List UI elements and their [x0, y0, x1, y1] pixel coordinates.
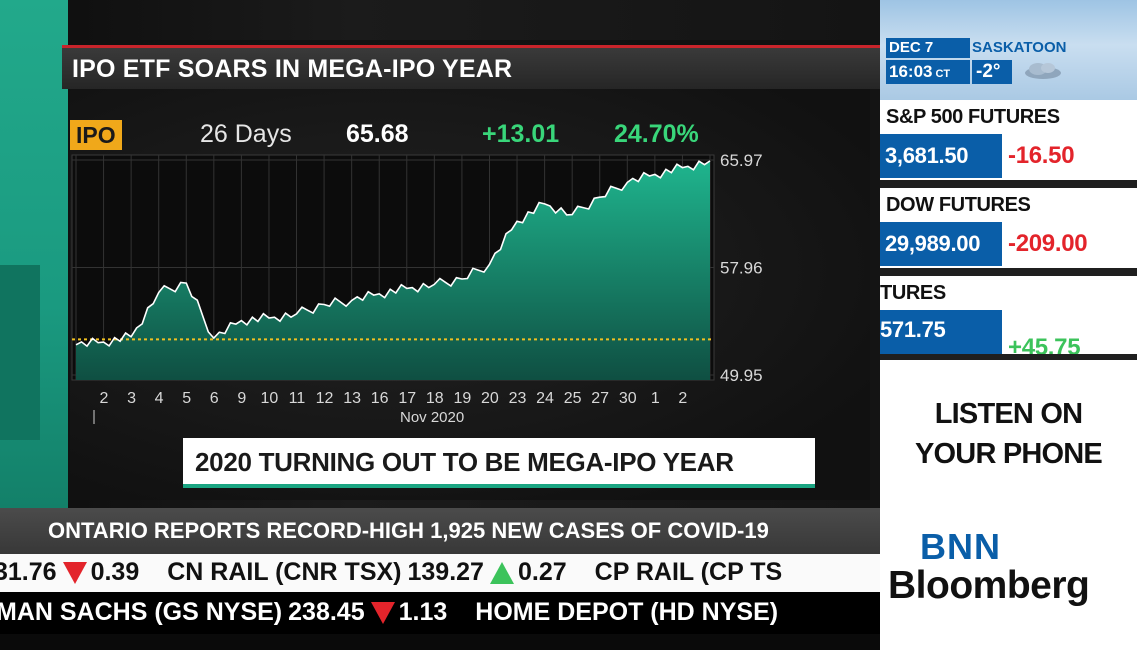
x-tick-label: 18: [426, 390, 444, 407]
chart-period: 26 Days: [200, 120, 292, 148]
x-axis-month-label: Nov 2020: [400, 409, 464, 426]
stock-ticker-lower-row: MAN SACHS (GS NYSE) 238.45 1.13 HOME DEPOT …: [0, 598, 806, 627]
y-tick-label: 65.97: [720, 151, 763, 170]
x-tick-label: 3: [127, 390, 136, 407]
ticker-change: 0.27: [517, 558, 567, 586]
y-axis-labels: 65.97 57.96 49.95: [720, 151, 763, 385]
market-separator: [880, 180, 1137, 188]
x-tick-label: 5: [182, 390, 191, 407]
market-change: -209.00: [1008, 230, 1088, 257]
x-tick-label: 16: [371, 390, 389, 407]
x-tick-label: 4: [155, 390, 164, 407]
percent-change: 24.70%: [614, 120, 699, 148]
x-tick-label: 30: [619, 390, 637, 407]
news-crawl-text: ONTARIO REPORTS RECORD-HIGH 1,925 NEW CA…: [48, 518, 769, 543]
market-dow-futures: DOW FUTURES 29,989.00 -209.00: [880, 188, 1137, 276]
x-tick-label: 12: [316, 390, 334, 407]
headline-title: IPO ETF SOARS IN MEGA-IPO YEAR: [72, 55, 513, 83]
lower-third: 2020 TURNING OUT TO BE MEGA-IPO YEAR: [183, 438, 815, 488]
x-tick-label: 6: [210, 390, 219, 407]
ticker-price: 31.76: [0, 558, 57, 586]
x-tick-label: 10: [260, 390, 278, 407]
chart-header: IPO 26 Days 65.68 +13.01 24.70%: [70, 118, 730, 152]
last-price: 65.68: [346, 120, 409, 148]
weather-box: DEC 7 16:03 CT SASKATOON -2°: [884, 36, 1134, 84]
ticker-item: 31.76 0.39: [0, 558, 139, 587]
weather-city: SASKATOON: [972, 39, 1067, 56]
market-sp500-futures: S&P 500 FUTURES 3,681.50 -16.50: [880, 100, 1137, 188]
y-tick-label: 57.96: [720, 259, 763, 278]
ticker-item: HOME DEPOT (HD NYSE): [475, 598, 778, 627]
y-tick-label: 49.95: [720, 366, 763, 385]
ticker-symbol: HOME DEPOT (HD NYSE): [475, 598, 779, 626]
ticker-change: 1.13: [398, 598, 448, 626]
sidebar: DEC 7 16:03 CT SASKATOON -2° S&P 500 FUTU…: [880, 0, 1137, 650]
market-title: S&P 500 FUTURES: [886, 106, 1060, 128]
arrow-up-icon: [489, 561, 514, 584]
weather-time-value: 16:03: [889, 62, 933, 81]
ticker-item: CN RAIL (CNR TSX) 139.27 0.27: [167, 558, 566, 587]
weather-panel: DEC 7 16:03 CT SASKATOON -2°: [880, 0, 1137, 100]
price-line: [75, 160, 711, 348]
x-tick-label: 27: [591, 390, 609, 407]
ticker-badge: IPO: [70, 120, 122, 150]
ticker-price: 238.45: [288, 598, 365, 626]
x-tick-label: 2: [678, 390, 687, 407]
accent-stripe-dark: [0, 265, 40, 440]
weather-date: DEC 7: [886, 38, 970, 58]
market-title: DOW FUTURES: [886, 194, 1031, 216]
promo-line-2: YOUR PHONE: [915, 438, 1103, 470]
headline-bar: IPO ETF SOARS IN MEGA-IPO YEAR: [62, 45, 880, 89]
brand-logo-bnn: BNN: [920, 526, 1001, 567]
promo-line-1: LISTEN ON: [934, 398, 1083, 430]
x-tick-label: 1: [651, 390, 660, 407]
x-tick-label: 13: [343, 390, 361, 407]
ticker-change: 0.39: [90, 558, 140, 586]
stock-ticker-upper-row: 31.76 0.39 CN RAIL (CNR TSX) 139.27 0.27 CP R…: [0, 558, 810, 587]
ticker-price: 139.27: [407, 558, 484, 586]
lower-third-headline: 2020 TURNING OUT TO BE MEGA-IPO YEAR: [195, 447, 734, 477]
x-tick-label: 20: [481, 390, 499, 407]
ticker-symbol: CN RAIL (CNR TSX): [167, 558, 402, 586]
market-separator: [880, 354, 1137, 360]
arrow-down-icon: [370, 601, 395, 624]
net-change: +13.01: [482, 120, 560, 148]
ticker-symbol: MAN SACHS (GS NYSE): [0, 598, 283, 626]
ticker-symbol: CP RAIL (CP TS: [594, 558, 783, 586]
promo-panel: LISTEN ON YOUR PHONE BNN Bloomberg: [880, 360, 1137, 650]
x-tick-label: 11: [289, 390, 306, 407]
market-title: TURES: [880, 282, 946, 304]
market-futures-partial: TURES 571.75 +45.75: [880, 276, 1137, 360]
x-tick-label: 17: [398, 390, 416, 407]
x-tick-label: 24: [536, 390, 554, 407]
x-tick-label: 25: [564, 390, 582, 407]
stock-ticker-lower: MAN SACHS (GS NYSE) 238.45 1.13 HOME DEPOT …: [0, 592, 880, 634]
bottom-strip: [0, 634, 1137, 650]
market-value: 29,989.00: [880, 222, 1002, 266]
x-tick-label: 23: [509, 390, 527, 407]
market-change: -16.50: [1008, 142, 1075, 169]
arrow-down-icon: [62, 561, 87, 584]
x-axis-labels: 2 3 4 5 6 9 10 11 12 13 16 17 18 19 20 23 24 25 27 30 1 2: [100, 390, 688, 407]
ticker-item: MAN SACHS (GS NYSE) 238.45 1.13: [0, 598, 447, 627]
stock-ticker-upper: 31.76 0.39 CN RAIL (CNR TSX) 139.27 0.27 CP R…: [0, 554, 880, 592]
weather-timezone: CT: [935, 68, 951, 80]
cloud-icon: [1025, 63, 1061, 79]
market-value: 3,681.50: [880, 134, 1002, 178]
price-area: [76, 160, 710, 380]
market-value: 571.75: [880, 310, 1002, 360]
x-tick-label: 19: [453, 390, 471, 407]
news-crawl: ONTARIO REPORTS RECORD-HIGH 1,925 NEW CA…: [0, 508, 880, 554]
market-separator: [880, 268, 1137, 276]
x-tick-label: 9: [237, 390, 246, 407]
x-tick-label: 2: [100, 390, 109, 407]
weather-temp: -2°: [972, 60, 1012, 84]
ticker-item: CP RAIL (CP TS: [595, 558, 783, 587]
brand-logo-bloomberg: Bloomberg: [888, 564, 1090, 607]
weather-time: 16:03 CT: [886, 60, 970, 84]
